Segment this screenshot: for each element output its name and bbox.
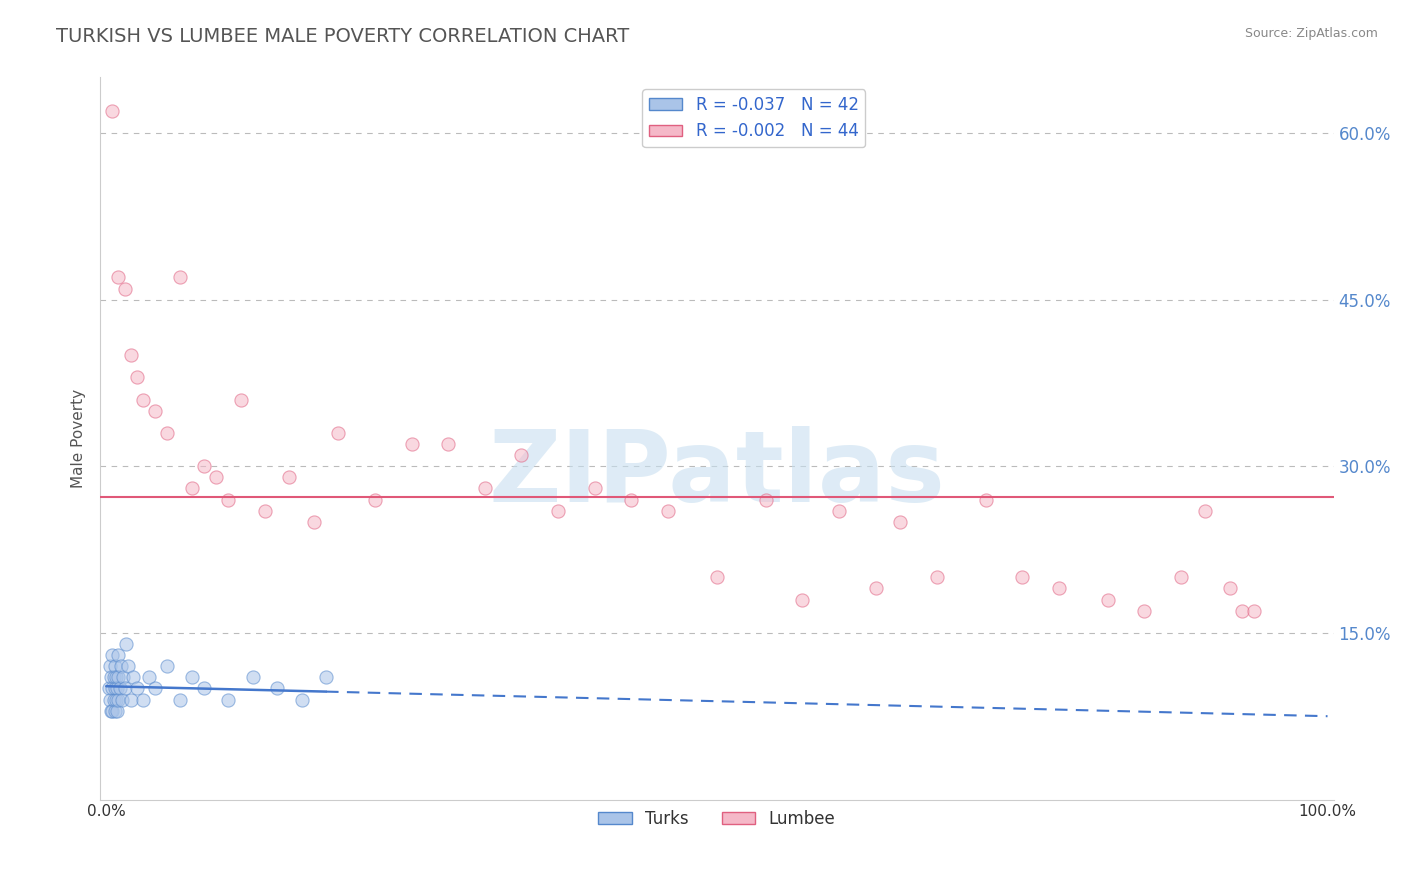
Point — [242, 670, 264, 684]
Point — [132, 692, 155, 706]
Point — [1230, 604, 1253, 618]
Point — [98, 692, 121, 706]
Point — [193, 681, 215, 696]
Point — [620, 492, 643, 507]
Point — [547, 504, 569, 518]
Point — [217, 492, 239, 507]
Point — [266, 681, 288, 696]
Point — [120, 348, 142, 362]
Point — [291, 692, 314, 706]
Point — [105, 681, 128, 696]
Point — [1194, 504, 1216, 518]
Point — [180, 482, 202, 496]
Point — [706, 570, 728, 584]
Legend: Turks, Lumbee: Turks, Lumbee — [592, 803, 842, 835]
Point — [205, 470, 228, 484]
Point — [105, 704, 128, 718]
Y-axis label: Male Poverty: Male Poverty — [72, 389, 86, 488]
Point — [101, 681, 124, 696]
Point — [143, 403, 166, 417]
Point — [105, 692, 128, 706]
Point — [278, 470, 301, 484]
Point — [114, 681, 136, 696]
Point — [437, 437, 460, 451]
Text: TURKISH VS LUMBEE MALE POVERTY CORRELATION CHART: TURKISH VS LUMBEE MALE POVERTY CORRELATI… — [56, 27, 630, 45]
Point — [132, 392, 155, 407]
Point — [1011, 570, 1033, 584]
Point — [657, 504, 679, 518]
Point — [474, 482, 496, 496]
Point — [138, 670, 160, 684]
Point — [103, 692, 125, 706]
Point — [510, 448, 533, 462]
Point — [111, 692, 134, 706]
Point — [828, 504, 851, 518]
Point — [169, 692, 191, 706]
Point — [583, 482, 606, 496]
Point — [180, 670, 202, 684]
Point — [107, 648, 129, 662]
Point — [792, 592, 814, 607]
Point — [156, 659, 179, 673]
Point — [401, 437, 423, 451]
Point — [156, 425, 179, 440]
Point — [114, 281, 136, 295]
Point — [865, 582, 887, 596]
Point — [1219, 582, 1241, 596]
Point — [110, 659, 132, 673]
Point — [253, 504, 276, 518]
Point — [104, 681, 127, 696]
Point — [125, 681, 148, 696]
Point — [125, 370, 148, 384]
Point — [364, 492, 387, 507]
Point — [107, 270, 129, 285]
Point — [302, 515, 325, 529]
Point — [122, 670, 145, 684]
Point — [328, 425, 350, 440]
Point — [217, 692, 239, 706]
Point — [103, 670, 125, 684]
Point — [101, 648, 124, 662]
Point — [97, 681, 120, 696]
Point — [143, 681, 166, 696]
Point — [169, 270, 191, 285]
Point — [100, 704, 122, 718]
Point — [193, 459, 215, 474]
Point — [104, 704, 127, 718]
Point — [315, 670, 337, 684]
Point — [974, 492, 997, 507]
Point — [889, 515, 911, 529]
Point — [101, 103, 124, 118]
Point — [98, 659, 121, 673]
Point — [101, 704, 124, 718]
Point — [1133, 604, 1156, 618]
Point — [105, 670, 128, 684]
Text: ZIPatlas: ZIPatlas — [488, 426, 945, 523]
Point — [229, 392, 252, 407]
Point — [100, 670, 122, 684]
Point — [1097, 592, 1119, 607]
Point — [925, 570, 948, 584]
Point — [114, 637, 136, 651]
Point — [107, 670, 129, 684]
Point — [104, 659, 127, 673]
Point — [755, 492, 778, 507]
Point — [108, 681, 131, 696]
Point — [120, 692, 142, 706]
Point — [1243, 604, 1265, 618]
Point — [112, 670, 135, 684]
Point — [117, 659, 139, 673]
Text: Source: ZipAtlas.com: Source: ZipAtlas.com — [1244, 27, 1378, 40]
Point — [107, 692, 129, 706]
Point — [1047, 582, 1070, 596]
Point — [1170, 570, 1192, 584]
